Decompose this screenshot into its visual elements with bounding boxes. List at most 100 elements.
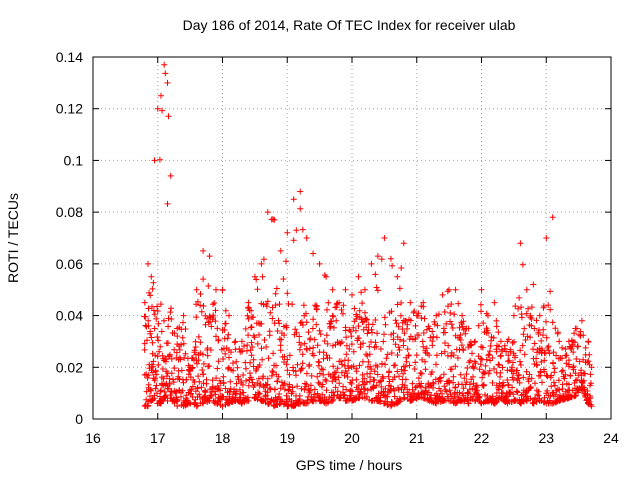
- data-point: [150, 358, 157, 365]
- x-tick-label: 16: [85, 430, 101, 446]
- data-point: [485, 312, 491, 319]
- data-point: [316, 327, 323, 334]
- data-point: [572, 325, 579, 332]
- data-point: [145, 317, 152, 324]
- data-point: [554, 329, 561, 336]
- data-point: [422, 366, 429, 373]
- data-point: [459, 397, 466, 404]
- data-point: [423, 345, 430, 352]
- data-point: [479, 344, 486, 351]
- data-point: [393, 320, 400, 327]
- data-point: [158, 328, 165, 335]
- data-point: [145, 322, 152, 329]
- data-point: [482, 369, 489, 376]
- data-point: [453, 399, 460, 406]
- data-point: [217, 387, 223, 394]
- data-point: [255, 375, 262, 382]
- data-point: [195, 333, 202, 340]
- data-point: [370, 383, 377, 390]
- data-point: [523, 310, 530, 317]
- data-point: [278, 379, 285, 386]
- data-point: [220, 379, 227, 386]
- data-point: [381, 331, 387, 338]
- data-point: [328, 318, 335, 325]
- data-point: [397, 312, 404, 319]
- data-point: [396, 285, 403, 292]
- data-point: [551, 365, 558, 372]
- data-point: [461, 375, 468, 382]
- data-point: [525, 305, 532, 312]
- data-point: [449, 325, 456, 331]
- data-point: [261, 337, 268, 343]
- data-point: [509, 339, 516, 346]
- data-point: [396, 373, 402, 380]
- data-point: [310, 344, 317, 351]
- data-point: [439, 397, 446, 404]
- data-point: [485, 370, 492, 377]
- data-point: [522, 337, 529, 343]
- data-point: [559, 367, 566, 374]
- data-point: [194, 385, 201, 392]
- data-point: [200, 400, 207, 407]
- data-point: [353, 376, 360, 383]
- data-point: [167, 172, 174, 179]
- data-point: [228, 349, 234, 356]
- data-point: [141, 346, 148, 353]
- data-point: [297, 400, 304, 407]
- data-point: [174, 403, 181, 410]
- data-point: [578, 317, 585, 324]
- data-point: [345, 362, 351, 369]
- data-point: [154, 334, 161, 340]
- data-point: [240, 372, 247, 378]
- data-point: [245, 315, 252, 322]
- data-point: [407, 299, 414, 306]
- data-point: [301, 386, 308, 393]
- data-point: [365, 358, 372, 365]
- data-point: [269, 304, 276, 311]
- data-point: [374, 371, 381, 378]
- data-point: [206, 363, 213, 369]
- data-point: [507, 390, 513, 396]
- data-point: [196, 378, 203, 385]
- data-point: [264, 375, 271, 382]
- data-point: [550, 360, 557, 367]
- data-point: [155, 320, 162, 327]
- data-point: [509, 384, 516, 391]
- data-point: [151, 311, 158, 318]
- data-point: [465, 325, 472, 332]
- data-point: [290, 403, 297, 410]
- data-point: [336, 380, 343, 387]
- data-point: [387, 255, 394, 262]
- data-point: [368, 260, 375, 267]
- data-point: [141, 299, 148, 306]
- data-point: [193, 403, 200, 410]
- y-tick-label: 0.02: [56, 359, 83, 375]
- data-point: [343, 334, 350, 341]
- data-point: [200, 351, 206, 358]
- data-point: [157, 301, 164, 308]
- data-point: [467, 357, 474, 364]
- data-point: [338, 358, 344, 365]
- data-point: [152, 385, 159, 392]
- data-point: [401, 394, 408, 401]
- data-point: [337, 340, 344, 347]
- data-point: [386, 369, 392, 376]
- data-point: [316, 359, 323, 366]
- data-point: [171, 330, 178, 337]
- data-point: [565, 338, 572, 345]
- data-point: [158, 387, 165, 394]
- data-point: [203, 376, 210, 383]
- data-point: [272, 290, 279, 297]
- data-point: [303, 370, 310, 377]
- data-point: [582, 370, 588, 377]
- data-point: [243, 347, 250, 354]
- data-point: [400, 342, 407, 349]
- data-point: [168, 370, 175, 377]
- data-point: [273, 285, 280, 292]
- data-point: [532, 380, 538, 387]
- data-point: [374, 330, 381, 337]
- data-point: [413, 352, 420, 359]
- data-point: [165, 315, 172, 322]
- data-point: [214, 365, 221, 372]
- data-point: [531, 340, 538, 347]
